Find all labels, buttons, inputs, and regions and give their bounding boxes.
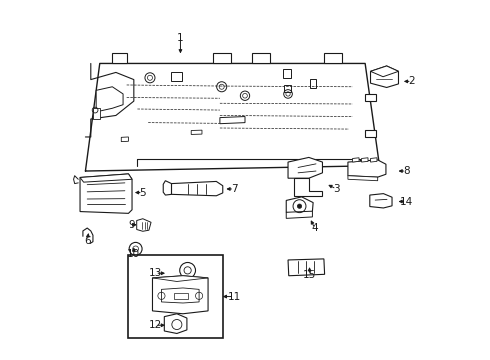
Polygon shape — [365, 94, 376, 101]
Polygon shape — [252, 53, 270, 63]
Polygon shape — [112, 53, 126, 63]
Polygon shape — [172, 181, 223, 196]
Polygon shape — [152, 276, 208, 282]
Text: 1: 1 — [177, 33, 184, 43]
Polygon shape — [163, 181, 172, 195]
FancyBboxPatch shape — [128, 255, 223, 338]
Polygon shape — [324, 53, 342, 63]
Polygon shape — [288, 157, 322, 178]
Polygon shape — [294, 178, 322, 196]
Polygon shape — [286, 197, 313, 216]
Polygon shape — [137, 219, 151, 231]
Text: 4: 4 — [312, 224, 318, 233]
Polygon shape — [191, 130, 202, 134]
Polygon shape — [93, 108, 100, 119]
Polygon shape — [283, 69, 291, 78]
Polygon shape — [172, 72, 181, 81]
Polygon shape — [370, 66, 398, 77]
Polygon shape — [96, 87, 123, 112]
Polygon shape — [161, 288, 199, 303]
Text: 11: 11 — [228, 292, 241, 302]
Polygon shape — [348, 176, 378, 181]
Polygon shape — [286, 211, 313, 219]
Text: 13: 13 — [149, 268, 162, 278]
Polygon shape — [164, 314, 187, 333]
Text: 15: 15 — [303, 270, 316, 280]
Polygon shape — [80, 174, 132, 182]
Polygon shape — [310, 79, 316, 88]
Polygon shape — [220, 117, 245, 124]
Polygon shape — [213, 53, 231, 63]
Polygon shape — [370, 66, 398, 87]
Polygon shape — [348, 160, 386, 177]
Text: 8: 8 — [403, 166, 410, 176]
Text: 9: 9 — [129, 220, 135, 230]
Text: 5: 5 — [140, 188, 146, 198]
Polygon shape — [152, 276, 208, 314]
Text: 12: 12 — [149, 320, 162, 330]
Text: 7: 7 — [231, 184, 238, 194]
Polygon shape — [122, 137, 128, 141]
Text: 10: 10 — [127, 248, 141, 258]
Circle shape — [297, 204, 302, 208]
Polygon shape — [362, 158, 368, 162]
Polygon shape — [80, 174, 132, 213]
Polygon shape — [365, 130, 376, 137]
Polygon shape — [288, 259, 324, 276]
Polygon shape — [353, 158, 359, 162]
Polygon shape — [285, 85, 291, 93]
Polygon shape — [174, 293, 188, 300]
Polygon shape — [370, 158, 377, 162]
Text: 6: 6 — [84, 236, 91, 246]
Text: 3: 3 — [333, 184, 340, 194]
Text: 2: 2 — [409, 76, 415, 86]
Polygon shape — [370, 194, 392, 208]
Text: 14: 14 — [400, 197, 413, 207]
